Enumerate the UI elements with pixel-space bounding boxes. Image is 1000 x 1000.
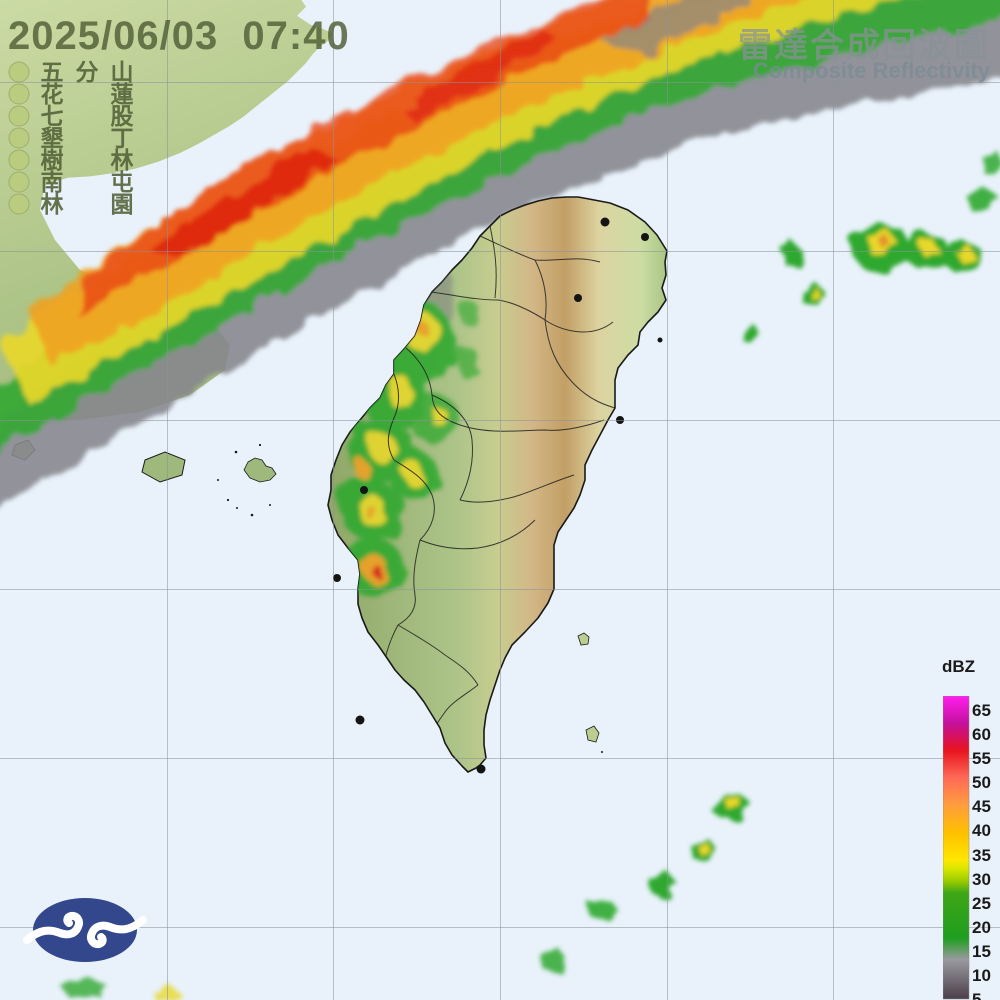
svg-text:林: 林 (41, 191, 64, 217)
svg-text:園: 園 (111, 191, 134, 217)
svg-text:分: 分 (76, 59, 99, 85)
